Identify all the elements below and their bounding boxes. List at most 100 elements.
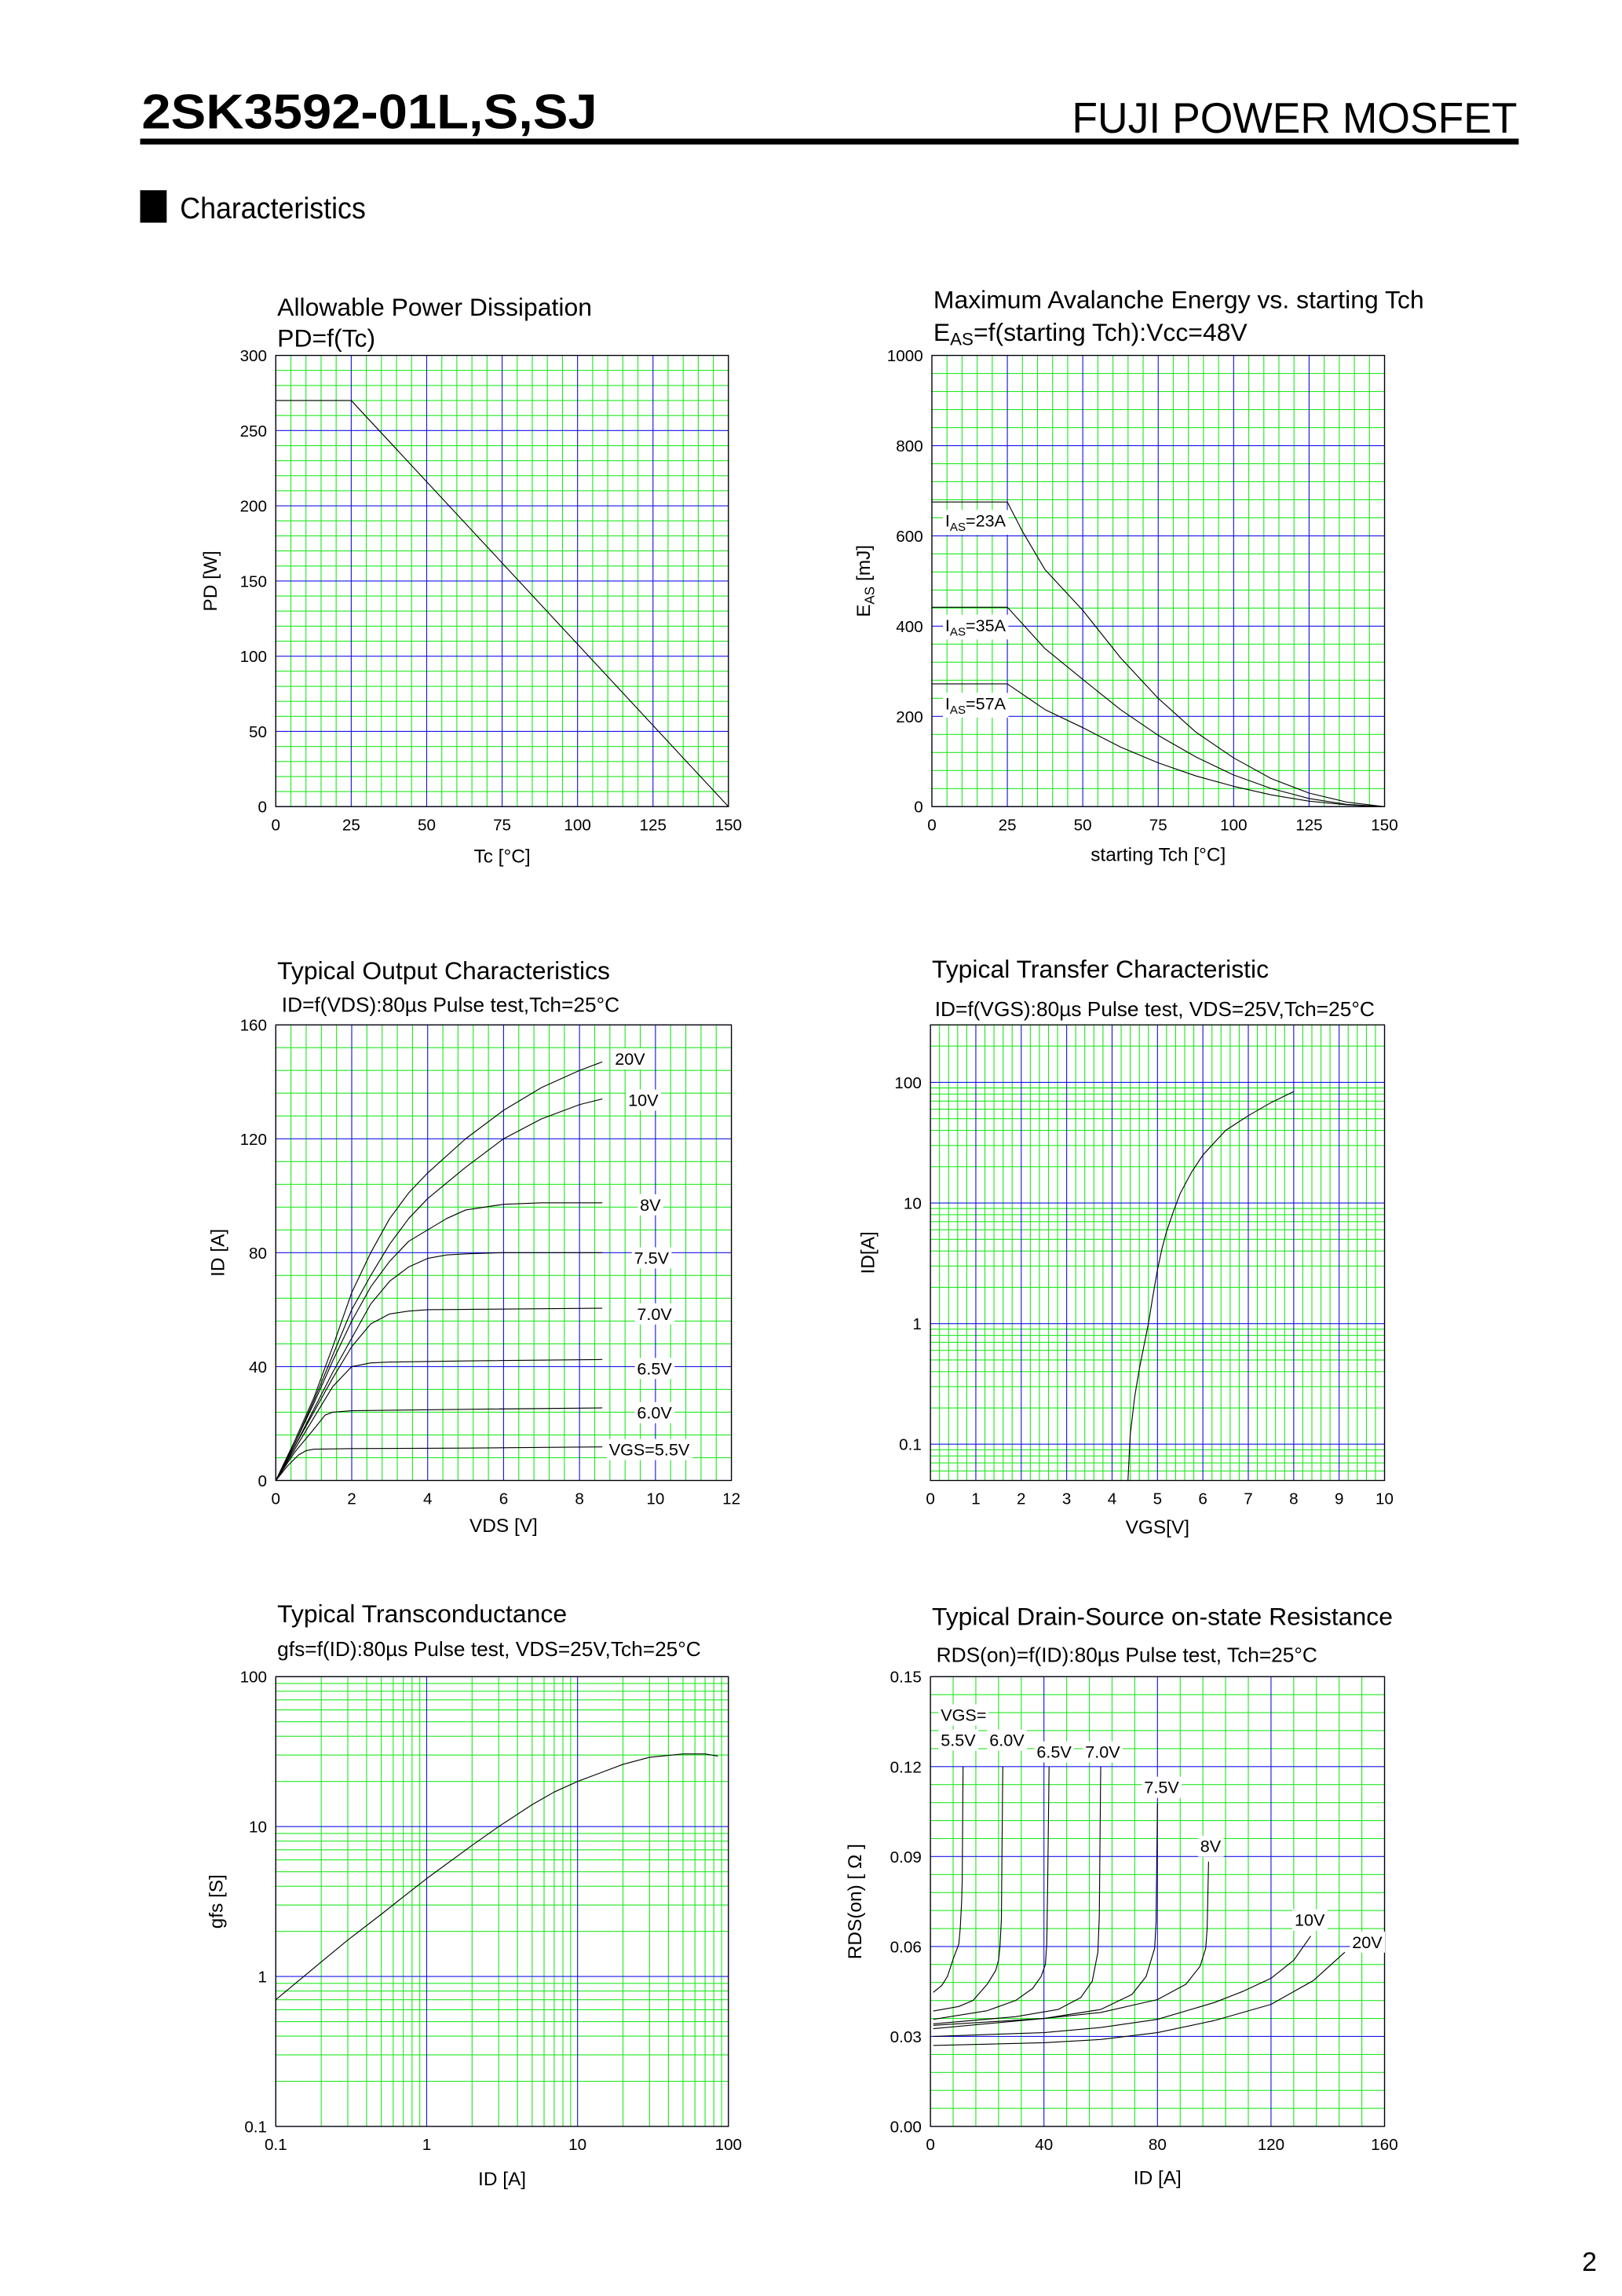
x-tick-label: 100 xyxy=(715,2136,742,2154)
y-tick-label: 10 xyxy=(904,1195,922,1213)
y-tick-label: 0.15 xyxy=(890,1669,922,1687)
x-tick-label: 75 xyxy=(493,816,511,834)
y-tick-label: 300 xyxy=(240,347,267,365)
y-tick-label: 600 xyxy=(896,528,922,546)
x-axis-label: starting Tch [°C] xyxy=(1090,845,1226,866)
series-label-subscript: AS xyxy=(950,625,966,638)
page-number: 2 xyxy=(1582,2247,1597,2277)
series-line-4 xyxy=(275,1252,603,1481)
series-label: 7.5V xyxy=(634,1248,670,1267)
x-tick-label: 1 xyxy=(971,1490,980,1508)
series-label: 10V xyxy=(1295,1910,1325,1930)
chart-subtitle: EAS=f(starting Tch):Vcc=48V xyxy=(933,318,1248,349)
label-background xyxy=(938,1704,989,1726)
series-label-subscript: AS xyxy=(950,521,966,534)
series-line-1 xyxy=(275,1061,603,1481)
series-label: IAS=57A xyxy=(945,693,1006,717)
y-tick-label: 0.03 xyxy=(890,2028,922,2046)
label-background xyxy=(943,693,1009,718)
series-label: 20V xyxy=(1352,1932,1383,1952)
chart-subtitle: RDS(on)=f(ID):80µs Pulse test, Tch=25°C xyxy=(937,1643,1317,1666)
label-background xyxy=(1142,1776,1182,1798)
x-tick-label: 8 xyxy=(575,1490,583,1508)
y-axis-label: RDS(on) [ Ω ] xyxy=(845,1844,866,1959)
y-tick-label: 120 xyxy=(240,1131,267,1149)
y-axis-label-segment: [mJ] xyxy=(853,545,875,587)
label-background xyxy=(1292,1909,1328,1931)
series-line-2 xyxy=(931,606,1385,807)
x-tick-label: 10 xyxy=(646,1490,664,1508)
x-tick-label: 3 xyxy=(1062,1490,1071,1508)
charts: 0 25 50 75 100 125 150050100150200250300Allowa… xyxy=(200,285,1424,2190)
plot-frame xyxy=(275,1024,732,1482)
series-line-7 xyxy=(275,1407,603,1481)
x-tick-label: 25 xyxy=(342,816,360,834)
plot-frame xyxy=(930,1024,1386,1482)
x-tick-label: 125 xyxy=(1295,816,1322,834)
y-tick-label: 150 xyxy=(240,572,267,590)
series-line-2 xyxy=(933,1766,1003,2012)
header-rule xyxy=(140,138,1519,145)
x-axis-label: VDS [V] xyxy=(469,1515,538,1537)
y-tick-label: 200 xyxy=(240,498,267,516)
x-tick-label: 25 xyxy=(999,816,1017,834)
series-line-4 xyxy=(933,1766,1101,2025)
label-background xyxy=(634,1402,675,1424)
x-tick-label: 10 xyxy=(1375,1490,1394,1508)
y-axis-label-subscript: AS xyxy=(863,587,878,605)
x-tick-label: 125 xyxy=(640,816,667,834)
y-tick-label: 0.09 xyxy=(890,1848,922,1866)
y-tick-label: 200 xyxy=(896,708,922,726)
y-tick-label: 0 xyxy=(258,799,267,817)
label-background xyxy=(987,1729,1028,1751)
x-tick-label: 75 xyxy=(1149,816,1167,834)
series-label-segment: I xyxy=(945,510,950,530)
series-label: VGS=5.5V xyxy=(609,1440,690,1460)
part-number: 2SK3592-01L,S,SJ xyxy=(141,85,597,139)
series-line-5 xyxy=(933,1803,1158,2026)
series-label: 6.5V xyxy=(637,1358,672,1378)
series-line-3 xyxy=(933,1766,1050,2020)
y-tick-label: 1 xyxy=(912,1315,921,1333)
series-line-1 xyxy=(933,1766,964,1993)
y-tick-label: 0.1 xyxy=(899,1436,922,1454)
label-background xyxy=(606,1439,692,1461)
x-tick-label: 4 xyxy=(1108,1490,1116,1508)
section-heading: Characteristics xyxy=(140,190,366,225)
series-label: 7.0V xyxy=(1085,1742,1120,1762)
x-axis-label: VGS[V] xyxy=(1126,1517,1189,1538)
label-background xyxy=(1350,1931,1386,1953)
y-axis-label: PD [W] xyxy=(200,550,221,611)
y-tick-label: 50 xyxy=(249,723,267,741)
x-axis-label: ID [A] xyxy=(478,2169,526,2190)
label-background xyxy=(612,1047,648,1069)
x-tick-label: 100 xyxy=(1220,816,1247,834)
x-tick-label: 0 xyxy=(926,2136,934,2154)
y-axis-label-segment: E xyxy=(853,605,875,617)
chart-title: Maximum Avalanche Energy vs. starting Tc… xyxy=(933,285,1424,313)
y-tick-label: 160 xyxy=(240,1017,267,1035)
chart-subtitle: PD=f(Tc) xyxy=(277,324,375,352)
chart-title: Typical Transfer Characteristic xyxy=(932,955,1269,983)
series-label: 6.5V xyxy=(1036,1742,1072,1762)
x-tick-label: 0 xyxy=(926,1490,934,1508)
chart-title: Typical Transconductance xyxy=(277,1600,567,1628)
series-label: 8V xyxy=(1200,1837,1222,1856)
label-background xyxy=(1197,1835,1224,1857)
section-title: Characteristics xyxy=(180,192,366,225)
x-axis-label: ID [A] xyxy=(1134,2167,1182,2188)
x-tick-label: 9 xyxy=(1335,1490,1343,1508)
series-label: IAS=23A xyxy=(945,510,1006,534)
y-tick-label: 0.06 xyxy=(890,1938,922,1956)
x-tick-label: 0 xyxy=(272,1490,280,1508)
label-background xyxy=(631,1247,672,1269)
plot-frame xyxy=(930,1676,1386,2127)
y-tick-label: 40 xyxy=(249,1358,267,1377)
label-background xyxy=(943,510,1009,536)
x-tick-label: 6 xyxy=(499,1490,508,1508)
label-background xyxy=(943,614,1009,640)
y-tick-label: 100 xyxy=(240,648,267,666)
